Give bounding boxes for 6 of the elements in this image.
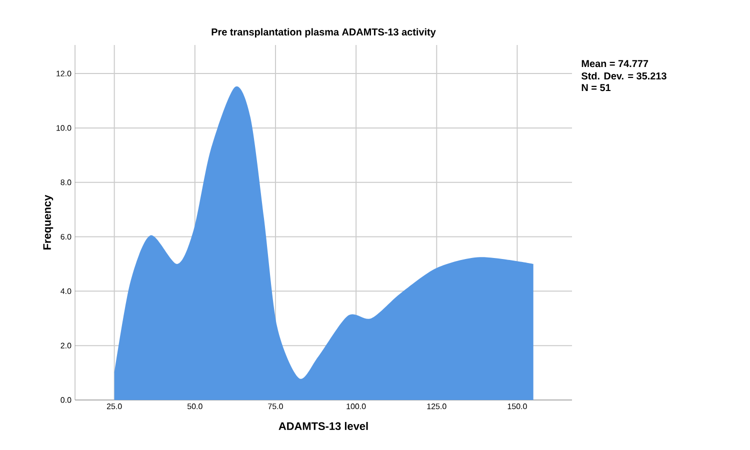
text: Std. Dev. = 35.213 [581, 72, 666, 80]
text: N = 51 [582, 84, 611, 92]
chart-title: Pre transplantation plasma ADAMTS-13 activity [212, 28, 436, 38]
x-axis-title: ADAMTS-13 level [278, 422, 368, 430]
text: Mean = 74.777 [582, 60, 648, 68]
y-axis-title: Frequency [43, 194, 54, 250]
